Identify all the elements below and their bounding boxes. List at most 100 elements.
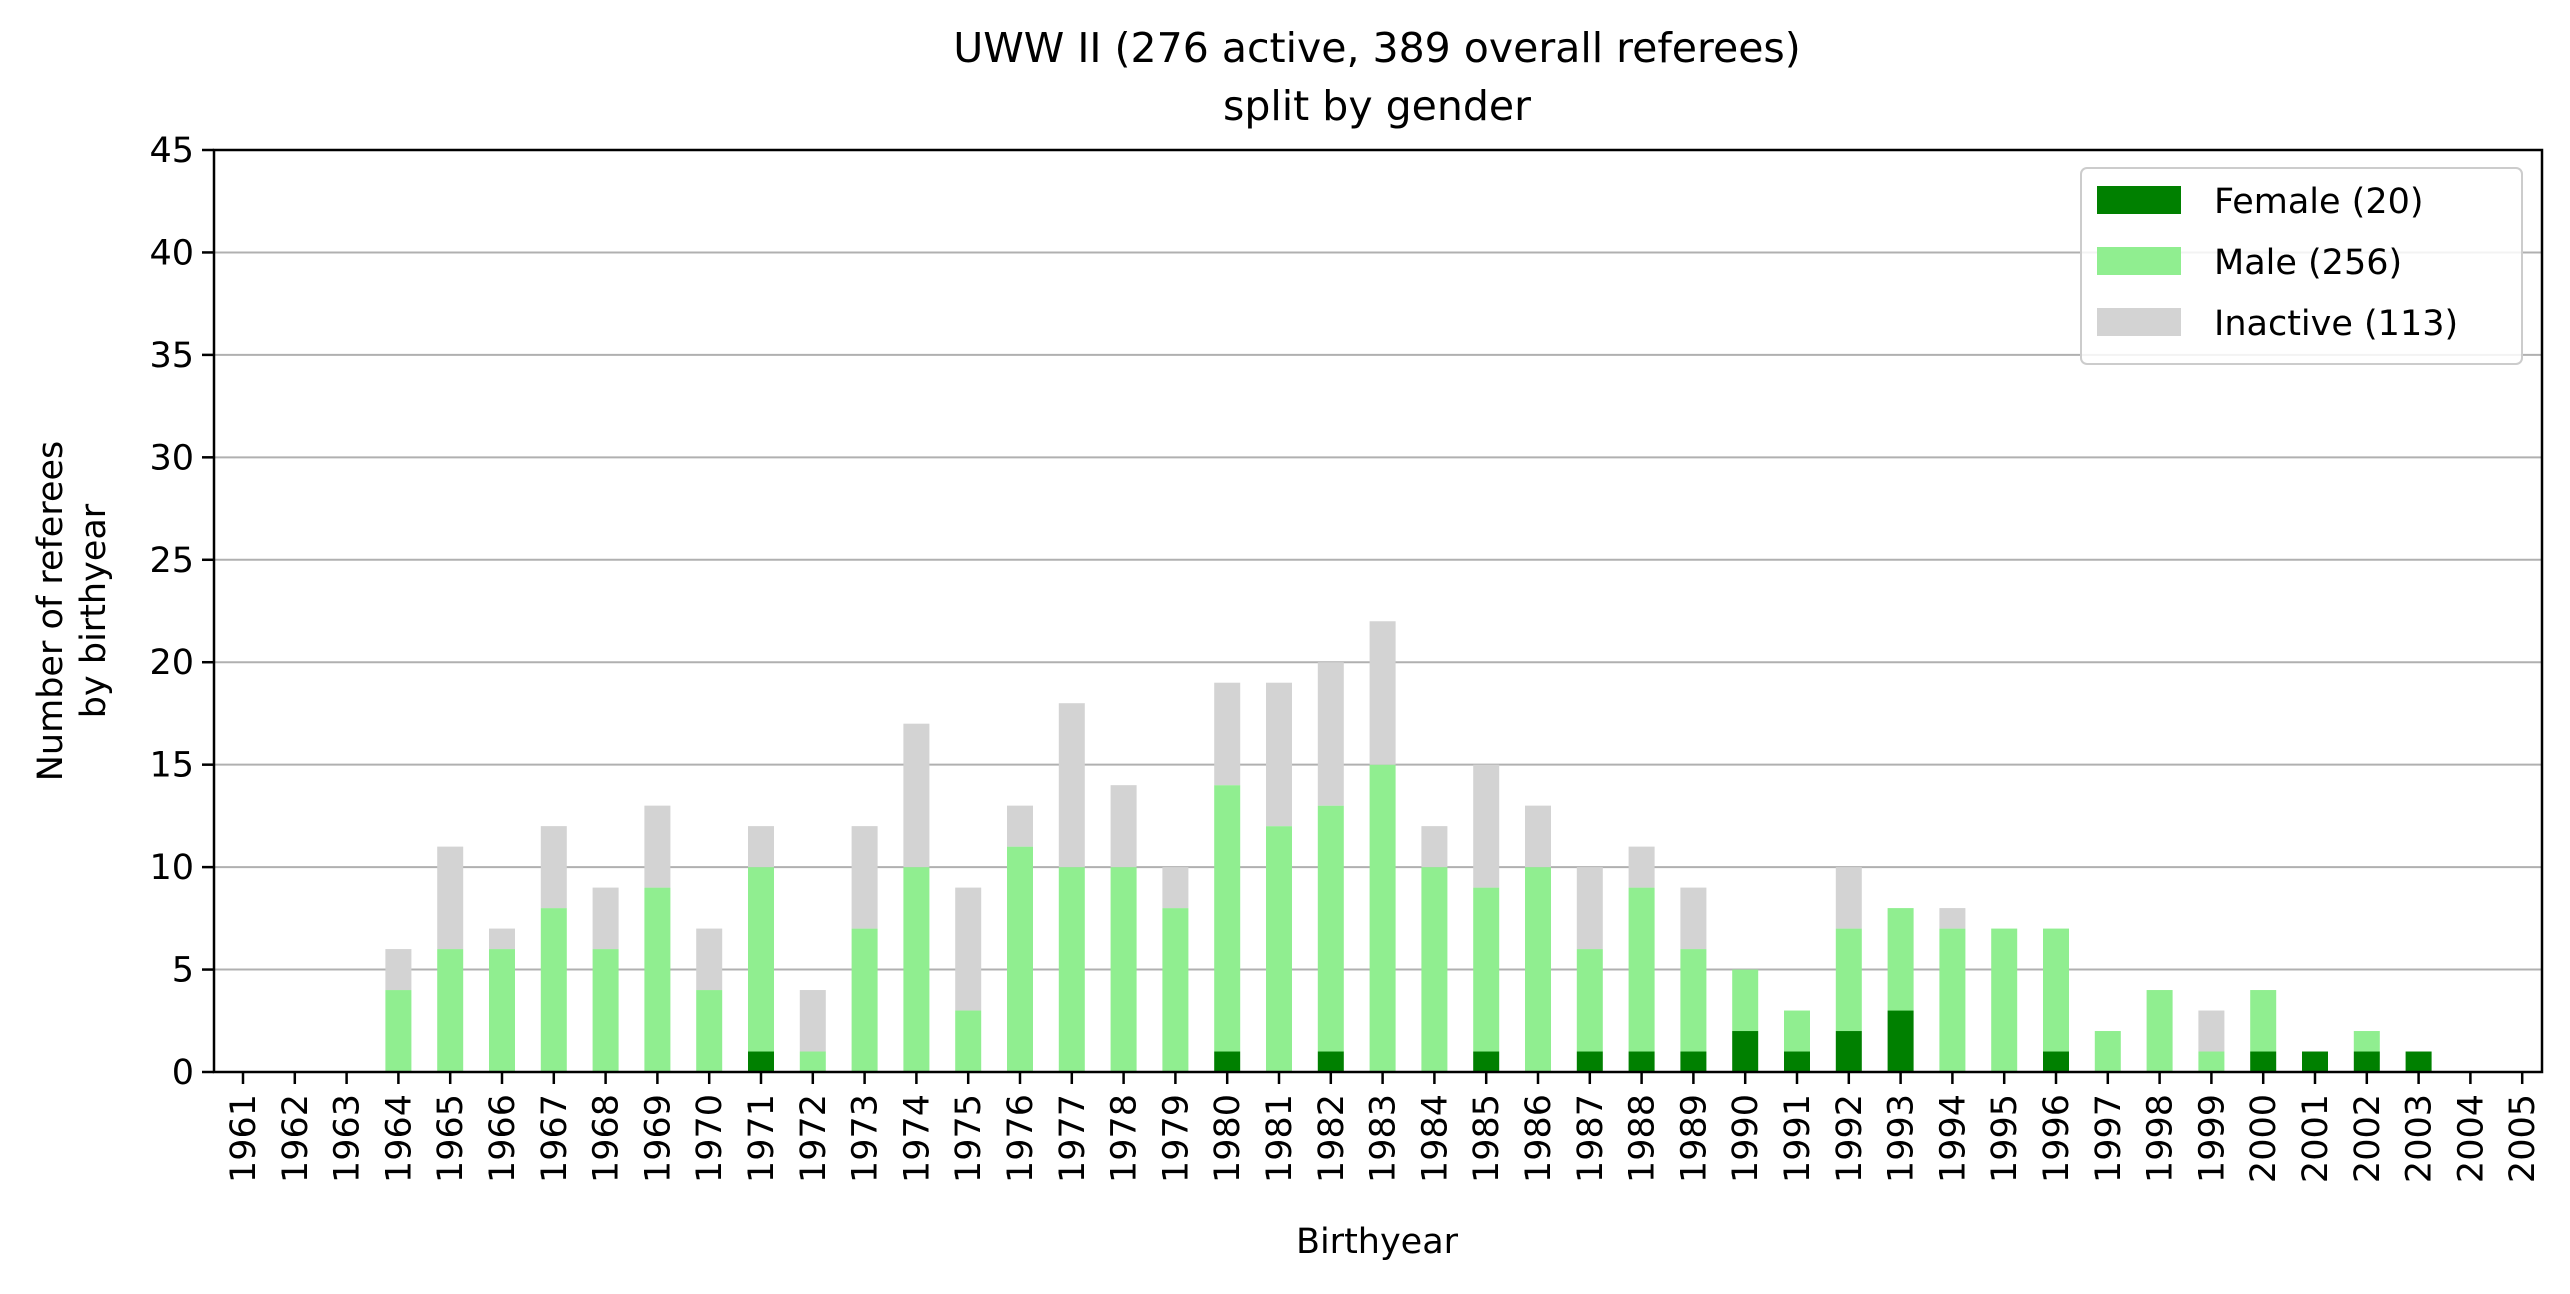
x-tick-label: 2001	[2296, 1094, 2336, 1183]
x-axis-label: Birthyear	[1296, 1222, 1459, 1262]
plot-frame	[212, 148, 2544, 1074]
bar-inactive-1977	[1058, 703, 1085, 868]
y-tick-label: 0	[172, 1053, 194, 1093]
x-tick-label: 1964	[379, 1094, 419, 1183]
bar-inactive-1975	[955, 887, 982, 1011]
bar-female-1990	[1732, 1031, 1759, 1072]
x-tick-label: 1992	[1830, 1094, 1870, 1183]
x-tick-label: 1976	[1001, 1094, 1041, 1183]
x-tick-label: 1966	[483, 1094, 523, 1183]
x-tick-label: 1967	[535, 1094, 575, 1183]
bar-male-1996	[2043, 928, 2069, 1052]
bar-male-1987	[1576, 949, 1603, 1052]
x-tick-label: 1987	[1571, 1094, 1611, 1183]
x-tick-label: 1996	[2037, 1094, 2077, 1183]
bar-inactive-1985	[1473, 764, 1500, 888]
bar-inactive-1973	[851, 826, 878, 929]
bar-male-1981	[1266, 826, 1292, 1072]
bar-male-1966	[489, 949, 515, 1072]
bar-female-1985	[1473, 1051, 1500, 1072]
x-tick-label: 1963	[328, 1094, 368, 1183]
bar-male-1993	[1887, 908, 1914, 1011]
bar-male-1969	[644, 887, 671, 1072]
bar-male-1984	[1421, 867, 1448, 1072]
x-tick-label: 1980	[1208, 1094, 1248, 1183]
x-tick-label: 1982	[1312, 1094, 1352, 1183]
bar-male-1975	[955, 1010, 982, 1072]
bar-inactive-1981	[1266, 682, 1292, 827]
bar-male-1999	[2198, 1051, 2225, 1072]
x-tick-label: 1995	[1985, 1094, 2025, 1183]
bar-male-1971	[748, 867, 774, 1052]
bar-inactive-1970	[696, 928, 723, 991]
bar-male-1998	[2146, 990, 2173, 1072]
bar-male-1972	[799, 1051, 826, 1072]
x-tick-label: 1977	[1053, 1094, 1093, 1183]
x-tick-label: 1997	[2089, 1094, 2129, 1183]
x-tick-label: 1968	[587, 1094, 627, 1183]
x-tick-label: 1962	[276, 1094, 316, 1183]
x-tick-label: 2000	[2244, 1094, 2284, 1183]
bar-inactive-1976	[1007, 805, 1033, 847]
bar-male-2000	[2250, 990, 2277, 1052]
bar-male-1964	[385, 990, 412, 1072]
bar-inactive-1980	[1214, 682, 1241, 786]
bar-male-1982	[1317, 805, 1344, 1052]
bar-female-1996	[2043, 1051, 2069, 1072]
x-axis-ticks: 1961 1962 1963 1964 1965 1966 1967 1968 1969 1970…	[224, 1072, 2543, 1183]
x-tick-label: 1985	[1467, 1094, 1507, 1183]
bar-female-2001	[2302, 1051, 2328, 1072]
x-tick-label: 1961	[224, 1094, 264, 1183]
y-tick-label: 5	[172, 951, 194, 991]
bar-male-1968	[592, 949, 619, 1072]
legend-swatch-male	[2097, 247, 2181, 275]
bars	[385, 621, 2432, 1072]
bar-male-1976	[1007, 846, 1033, 1072]
bar-male-1985	[1473, 887, 1500, 1052]
legend-swatch-inactive	[2097, 308, 2181, 336]
y-tick-label: 10	[149, 848, 194, 888]
bar-inactive-1969	[644, 805, 671, 888]
bar-female-2003	[2405, 1051, 2432, 1072]
x-tick-label: 1974	[897, 1094, 937, 1183]
chart-title: UWW II (276 active, 389 overall referees…	[953, 24, 1801, 72]
bar-inactive-1972	[799, 990, 826, 1052]
bar-inactive-1994	[1939, 908, 1966, 929]
bar-inactive-1964	[385, 949, 412, 991]
bar-male-1989	[1680, 949, 1707, 1052]
y-tick-label: 20	[149, 643, 194, 683]
bar-inactive-1965	[437, 846, 464, 950]
bar-inactive-1974	[903, 723, 930, 868]
bar-inactive-1989	[1680, 887, 1707, 950]
bar-female-1987	[1576, 1051, 1603, 1072]
bar-male-1980	[1214, 785, 1241, 1052]
x-tick-label: 1981	[1260, 1094, 1300, 1183]
bar-female-1989	[1680, 1051, 1707, 1072]
bar-inactive-1979	[1162, 867, 1189, 909]
bar-female-1980	[1214, 1051, 1241, 1072]
bar-inactive-1986	[1525, 805, 1551, 868]
bar-male-1974	[903, 867, 930, 1072]
bar-male-1991	[1784, 1010, 1810, 1052]
x-tick-label: 1975	[949, 1094, 989, 1183]
bar-female-1971	[748, 1051, 774, 1072]
x-tick-label: 1989	[1674, 1094, 1714, 1183]
bar-male-1988	[1628, 887, 1655, 1052]
y-tick-label: 45	[149, 131, 194, 171]
y-axis-label: Number of refereesby birthyear	[31, 441, 114, 782]
x-tick-label: 1998	[2141, 1094, 2181, 1183]
bar-female-2000	[2250, 1051, 2277, 1072]
bar-female-2002	[2353, 1051, 2380, 1072]
x-tick-label: 1965	[431, 1094, 471, 1183]
x-tick-label: 1994	[1933, 1094, 1973, 1183]
y-axis-label-line-1: Number of referees	[31, 441, 71, 782]
bar-inactive-1988	[1628, 846, 1655, 888]
legend-label-male: Male (256)	[2214, 243, 2402, 283]
bar-male-1973	[851, 928, 878, 1072]
legend-swatch-female	[2097, 186, 2181, 214]
bar-male-1990	[1732, 969, 1759, 1032]
x-tick-label: 1988	[1623, 1094, 1663, 1183]
x-tick-label: 1971	[742, 1094, 782, 1183]
x-tick-label: 1993	[1882, 1094, 1922, 1183]
